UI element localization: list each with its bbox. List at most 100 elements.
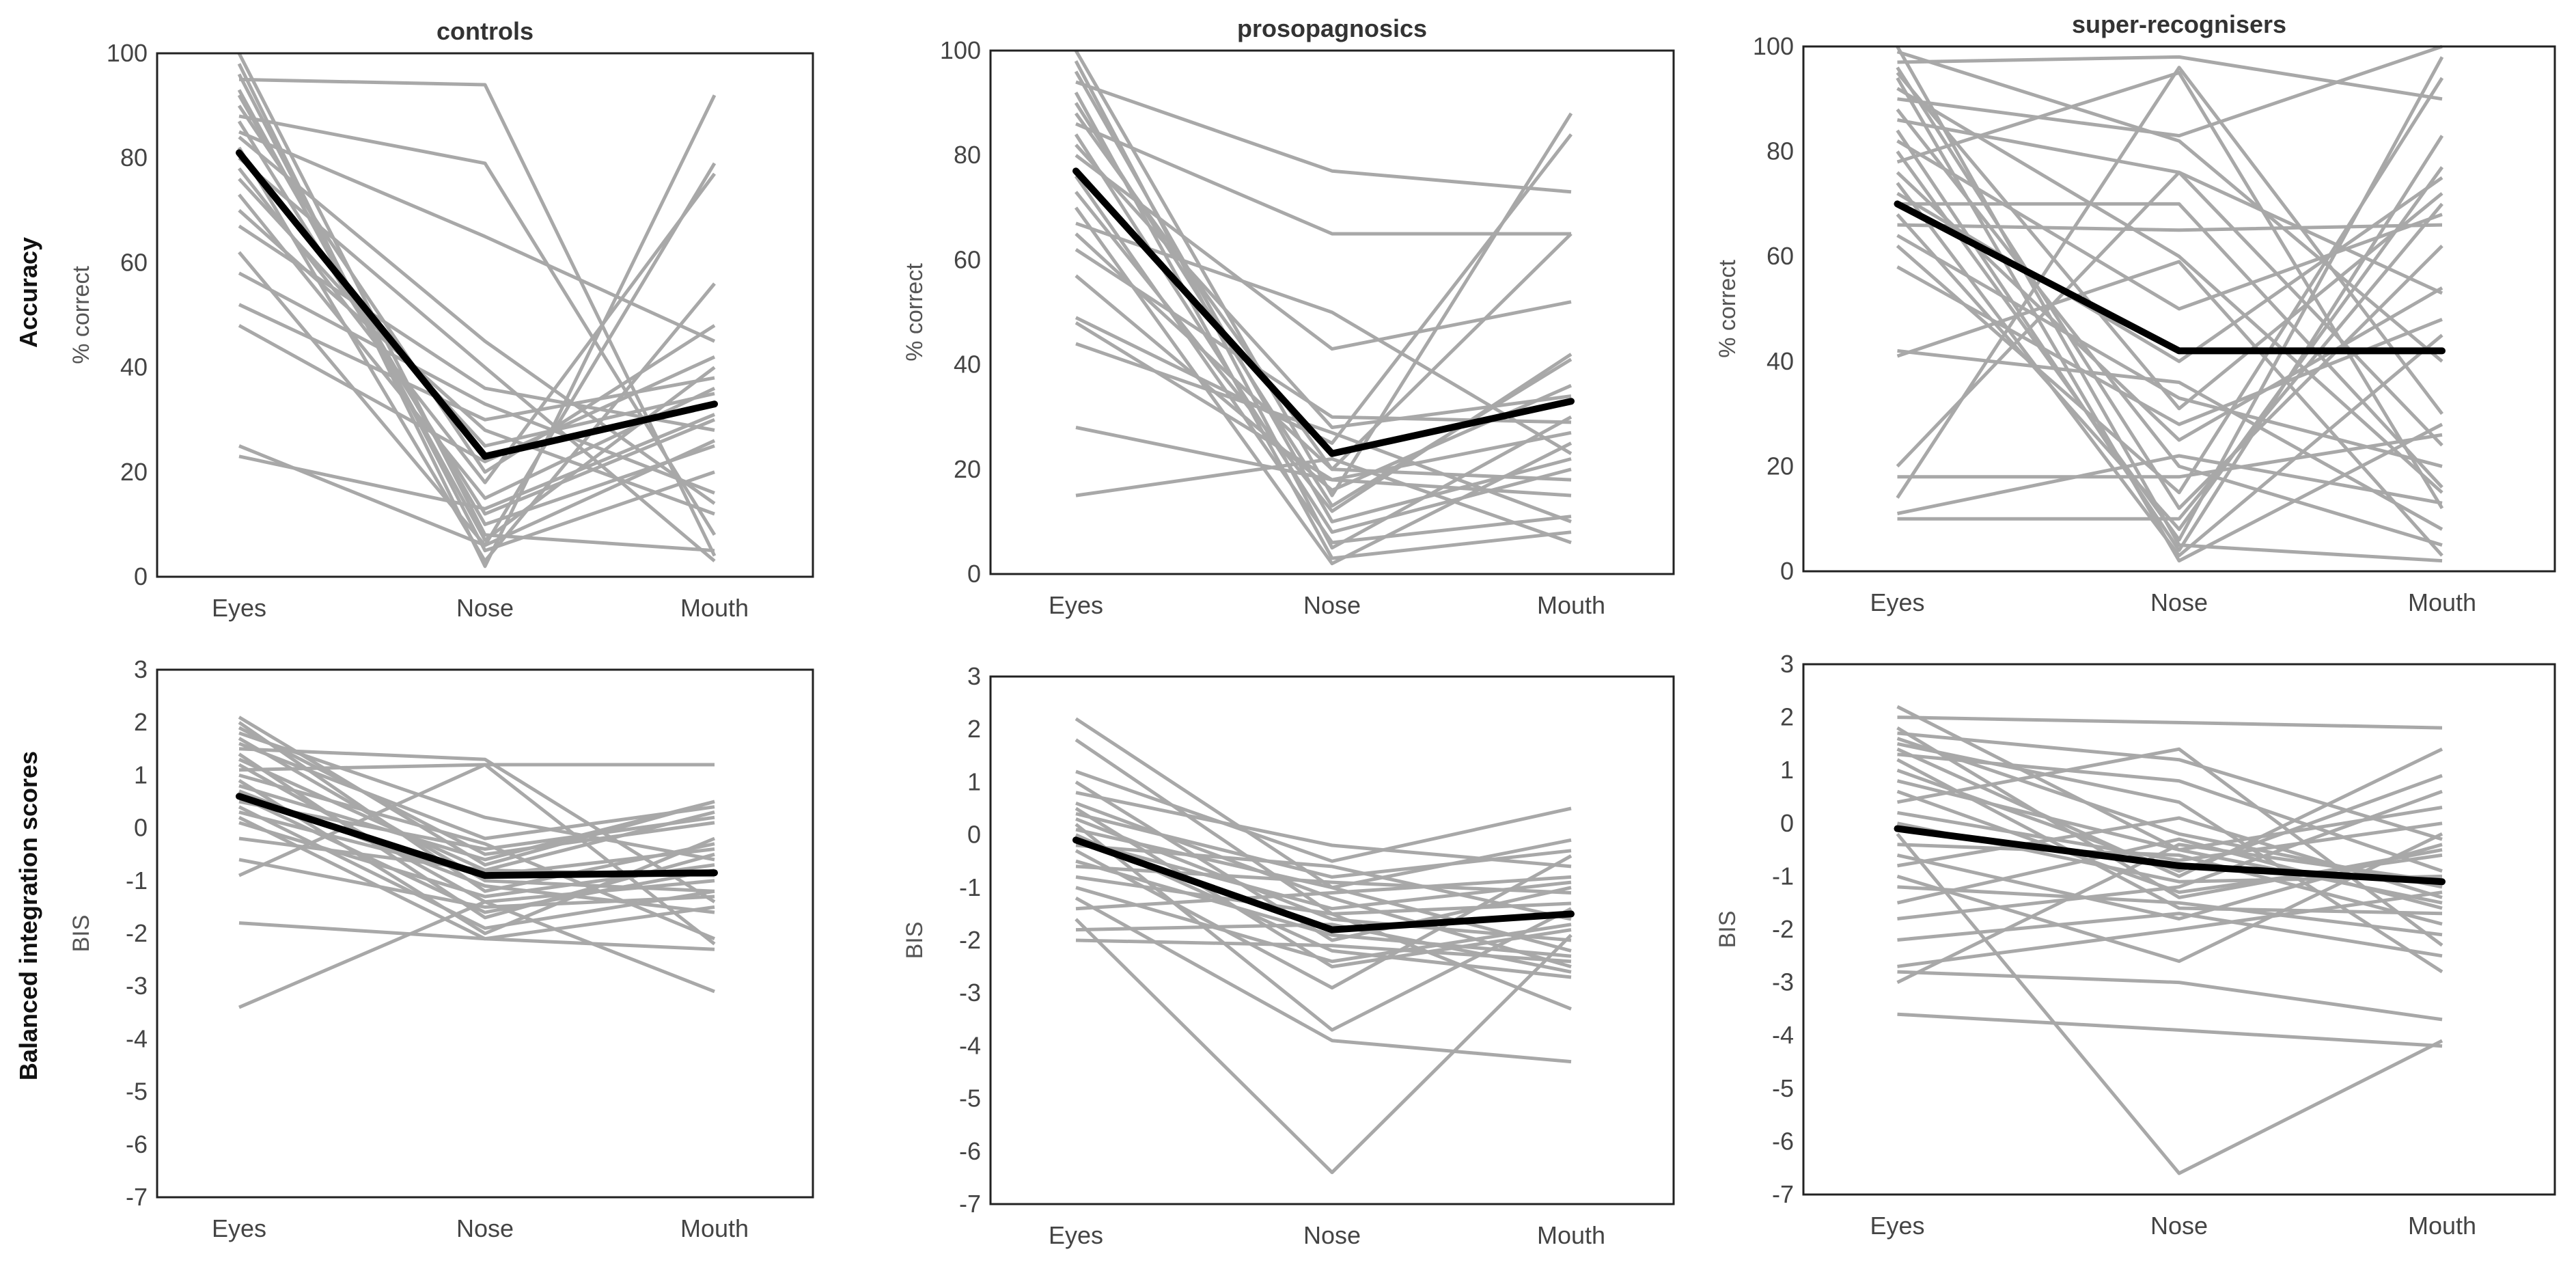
individual-series-line <box>1896 87 2443 494</box>
individual-series-line <box>1896 77 2444 495</box>
x-category-label: Mouth <box>680 1214 749 1242</box>
y-tick-label: 2 <box>1780 703 1794 731</box>
x-category-label: Eyes <box>1870 1212 1924 1240</box>
y-tick-label: 40 <box>120 353 148 381</box>
individual-series-line <box>1896 182 2443 558</box>
individual-series-line <box>1075 849 1573 990</box>
individual-series-line <box>1075 221 1573 455</box>
individual-series-line <box>238 858 715 909</box>
y-tick-label: -5 <box>959 1084 981 1113</box>
individual-series-line <box>1897 223 2443 232</box>
y-axis-title: BIS <box>902 922 928 959</box>
individual-series-line <box>1075 426 1572 482</box>
y-axis-title: BIS <box>68 915 94 953</box>
y-tick-label: -5 <box>1772 1074 1794 1102</box>
y-tick-label: -3 <box>959 979 981 1007</box>
y-tick-label: -4 <box>126 1024 148 1052</box>
plot-frame <box>1802 663 2556 1196</box>
individual-series-line <box>1075 897 1572 1064</box>
y-tick-label: 60 <box>1767 242 1794 270</box>
y-tick-label: 100 <box>107 39 148 67</box>
individual-series-line <box>1897 752 2443 873</box>
individual-series-line <box>1896 66 2443 510</box>
individual-series-line <box>1896 454 2443 515</box>
y-tick-label: 20 <box>120 458 148 486</box>
panel-prosopagnosics-accuracy: prosopagnosics % correct 0 20 40 60 80 100 Eyes N… <box>902 14 1675 619</box>
y-tick-label: -6 <box>959 1137 981 1165</box>
plot-frame <box>156 52 814 578</box>
y-tick-label: -6 <box>1772 1127 1794 1155</box>
individual-series-line <box>1897 715 2443 730</box>
y-tick-label: 3 <box>134 655 148 683</box>
panel-super-recognisers-bis: BIS -7 -6 -5 -4 -3 -2 -1 0 1 2 3 Eyes Nose Mouth <box>1715 650 2556 1240</box>
y-tick-label: 0 <box>1780 557 1794 585</box>
individual-series-line <box>1897 912 2443 958</box>
y-tick-label: 0 <box>967 821 981 849</box>
individual-series-line <box>1074 49 1573 497</box>
individual-series-line <box>238 224 715 432</box>
individual-series-line <box>1896 70 2444 510</box>
x-category-label: Nose <box>1303 591 1361 619</box>
y-tick-label: 80 <box>120 144 148 172</box>
y-tick-label: 100 <box>1753 32 1794 60</box>
x-category-label: Mouth <box>1537 591 1605 619</box>
y-tick-label: 40 <box>954 351 981 379</box>
y-tick-label: 0 <box>967 560 981 588</box>
individual-series-line <box>238 156 716 562</box>
individual-series-line <box>1075 812 1572 879</box>
x-category-label: Eyes <box>1049 1221 1103 1249</box>
mean-series-line <box>1072 836 1575 933</box>
individual-series-line <box>238 900 715 1009</box>
individual-series-line <box>1897 433 2443 479</box>
x-category-label: Nose <box>1303 1221 1361 1249</box>
individual-series-line <box>1074 92 1572 560</box>
individual-series-line <box>1075 80 1572 194</box>
individual-series-line <box>1897 55 2443 101</box>
individual-series-line <box>238 178 715 448</box>
individual-series-line <box>1896 66 2443 499</box>
y-tick-label: -6 <box>126 1130 148 1158</box>
individual-series-line <box>238 208 715 516</box>
individual-series-line <box>1897 816 2443 899</box>
individual-series-line <box>238 77 717 557</box>
individual-series-line <box>1896 77 2443 563</box>
y-tick-label: -2 <box>1772 915 1794 943</box>
individual-series-line <box>1896 758 2443 916</box>
panel-title: super-recognisers <box>2072 10 2286 38</box>
mean-series-line <box>1894 200 2446 355</box>
y-tick-label: -1 <box>1772 862 1794 890</box>
y-tick-label: 0 <box>134 562 148 590</box>
y-tick-label: 2 <box>967 715 981 743</box>
panel-super-recognisers-accuracy: super-recognisers % correct 0 20 40 60 80 100 Ey… <box>1715 10 2556 616</box>
individual-series-line <box>237 63 717 569</box>
individual-series-line <box>238 800 715 851</box>
individual-series-line <box>1897 1012 2443 1048</box>
individual-series-line <box>1897 810 2443 862</box>
panel-title: controls <box>437 17 534 45</box>
y-tick-label: 80 <box>954 141 981 169</box>
y-tick-label: -3 <box>1772 968 1794 996</box>
individual-series-line <box>1897 970 2443 1022</box>
individual-series-line <box>1897 747 2443 947</box>
individual-series-line <box>1897 789 2443 920</box>
individual-series-line <box>238 784 715 862</box>
mean-series-line <box>236 149 718 460</box>
individual-series-line <box>1896 234 2443 468</box>
individual-series-line <box>1896 129 2444 552</box>
y-axis-title: % correct <box>1715 260 1741 358</box>
individual-series-line <box>237 94 715 526</box>
individual-series-line <box>1896 139 2443 311</box>
y-tick-label: 100 <box>940 36 981 64</box>
x-category-label: Mouth <box>2408 588 2476 616</box>
individual-series-line <box>1896 832 2443 1175</box>
individual-series-line <box>1896 108 2443 547</box>
individual-series-line <box>1896 843 2443 984</box>
y-tick-label: -7 <box>126 1183 148 1211</box>
individual-series-line <box>1075 457 1572 545</box>
individual-series-line <box>238 921 715 951</box>
panel-controls-accuracy: controls % correct 0 20 40 60 80 100 Eyes Nose Mou… <box>68 17 814 622</box>
individual-series-line <box>238 721 715 893</box>
individual-series-line <box>1075 838 1572 911</box>
y-axis-title: BIS <box>1715 911 1741 949</box>
